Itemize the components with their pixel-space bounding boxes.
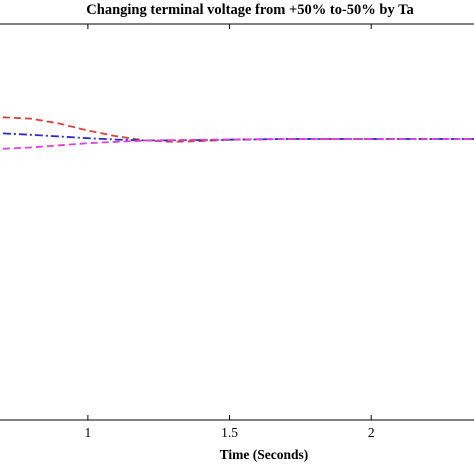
x-axis-label: Time (Seconds)	[220, 447, 309, 462]
series-line-3	[2, 138, 474, 150]
x-tick-label: 2	[368, 425, 375, 440]
chart-title: Changing terminal voltage from +50% to-5…	[86, 2, 414, 18]
x-axis-ticks: 11.522.533.54	[85, 24, 375, 440]
plot-axes	[0, 23, 474, 421]
x-tick-label: 1	[85, 425, 92, 440]
series-layer	[2, 116, 474, 150]
series-line-1	[2, 116, 474, 143]
x-tick-label: 1.5	[221, 425, 238, 440]
